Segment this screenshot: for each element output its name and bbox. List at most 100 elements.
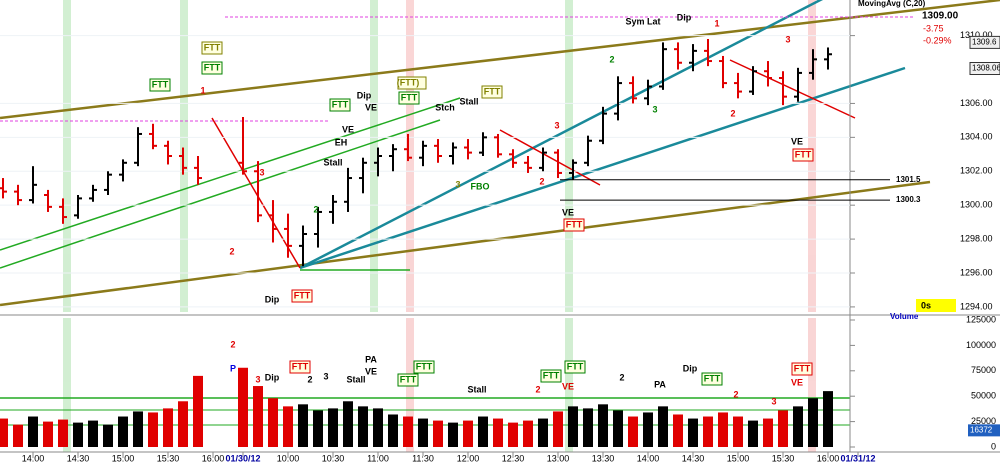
x-tick-label: 10:30 — [322, 453, 345, 463]
annotation-box — [564, 360, 586, 374]
annotation: VE — [562, 207, 574, 217]
annotation: FTT — [401, 92, 418, 102]
y-tick-label: 1296.00 — [960, 267, 993, 277]
volume-tag: 16372 — [970, 425, 993, 434]
volume-bar — [808, 398, 818, 447]
annotation: FTT — [204, 62, 221, 72]
volume-bar — [478, 416, 488, 447]
volume-bar — [373, 408, 383, 447]
annotation: 2 — [619, 372, 624, 382]
annotation: FTT — [204, 42, 221, 52]
annotation-box — [540, 369, 562, 383]
annotation: VE — [562, 381, 574, 391]
annotation-box — [701, 372, 723, 386]
volume-bar — [643, 412, 653, 447]
annotation: 1 — [714, 18, 719, 28]
annotation: P — [230, 363, 236, 373]
annotation: 2 — [609, 54, 614, 64]
volume-bar — [163, 408, 173, 447]
annotation: FBO — [471, 181, 490, 191]
volume-bar — [493, 418, 503, 447]
volume-bar — [793, 406, 803, 447]
annotation-box — [289, 360, 311, 374]
annotation: Stall — [459, 96, 478, 106]
annotation: Dip — [265, 294, 280, 304]
y-tick-label: 1294.00 — [960, 301, 993, 311]
volume-bar — [283, 406, 293, 447]
annotation-box — [201, 41, 223, 55]
annotation: 3 — [455, 179, 460, 189]
annotation: FTT — [400, 374, 417, 384]
volume-bar — [448, 422, 458, 447]
annotation: VE — [791, 136, 803, 146]
annotation: PA — [654, 379, 666, 389]
annotation: EH — [335, 137, 348, 147]
volume-bar — [193, 375, 203, 447]
price-pane — [0, 0, 850, 312]
annotation: FTT — [704, 373, 721, 383]
annotation: 3 — [652, 104, 657, 114]
annotation-box — [397, 76, 427, 90]
volume-bar — [13, 424, 23, 447]
annotation: Stall — [323, 157, 342, 167]
annotation: 3 — [259, 167, 264, 177]
x-tick-label: 15:00 — [727, 453, 750, 463]
annotation: VE — [365, 102, 377, 112]
annotation: VE — [365, 366, 377, 376]
volume-bar — [313, 410, 323, 447]
last-price: 1309.00 — [922, 11, 959, 22]
volume-bar — [343, 401, 353, 447]
annotation: FTT — [152, 79, 169, 89]
x-tick-label: 12:30 — [502, 453, 525, 463]
annotation: (FTT) — [397, 77, 420, 87]
volume-bar — [598, 404, 608, 447]
price-tag: 1308.06 — [972, 64, 1000, 73]
volume-bar — [568, 406, 578, 447]
volume-bar — [0, 418, 8, 447]
volume-bar — [268, 398, 278, 447]
x-tick-label: 16:00 — [202, 453, 225, 463]
y-tick-label: 125000 — [966, 314, 996, 324]
annotation: 2 — [313, 204, 318, 214]
level-label: 1301.5 — [896, 175, 921, 184]
volume-bar — [28, 416, 38, 447]
annotation: Dip — [677, 12, 692, 22]
annotation: FTT — [332, 99, 349, 109]
timer-box — [916, 299, 956, 312]
x-tick-label: 11:30 — [412, 453, 434, 463]
annotation: FTT — [294, 290, 311, 300]
trend-lines — [0, 0, 1000, 426]
change: -3.75 — [923, 23, 944, 33]
annotation-box — [792, 148, 814, 162]
annotation: Stall — [346, 374, 365, 384]
annotation: 2 — [733, 389, 738, 399]
price-tag: 1309.6 — [972, 38, 997, 47]
y-tick-label: 25000 — [971, 416, 996, 426]
price-tag-box — [969, 62, 1000, 76]
volume-bar — [88, 420, 98, 447]
annotation: 3 — [771, 396, 776, 406]
volume-bar — [763, 418, 773, 447]
annotation-box — [563, 218, 585, 232]
annotation: Stch — [435, 102, 455, 112]
indicator-label: MovingAvg (C,20) — [858, 0, 926, 8]
volume-bar — [613, 410, 623, 447]
annotation: 3 — [554, 120, 559, 130]
volume-bar — [238, 367, 248, 447]
annotation-box — [398, 91, 420, 105]
x-tick-label: 14:30 — [67, 453, 90, 463]
annotation: Dip — [357, 90, 372, 100]
x-tick-label: 16:00 — [817, 453, 840, 463]
annotation-box — [397, 373, 419, 387]
annotation: PA — [365, 354, 377, 364]
volume-bar — [583, 408, 593, 447]
volume-bar — [508, 422, 518, 447]
volume-tag-box — [968, 424, 1000, 437]
volume-bar — [658, 406, 668, 447]
annotation: FTT — [566, 219, 583, 229]
x-tick-label: 01/30/12 — [225, 453, 260, 463]
annotation: 2 — [535, 384, 540, 394]
annotation-box — [201, 61, 223, 75]
annotation: 1 — [200, 85, 205, 95]
